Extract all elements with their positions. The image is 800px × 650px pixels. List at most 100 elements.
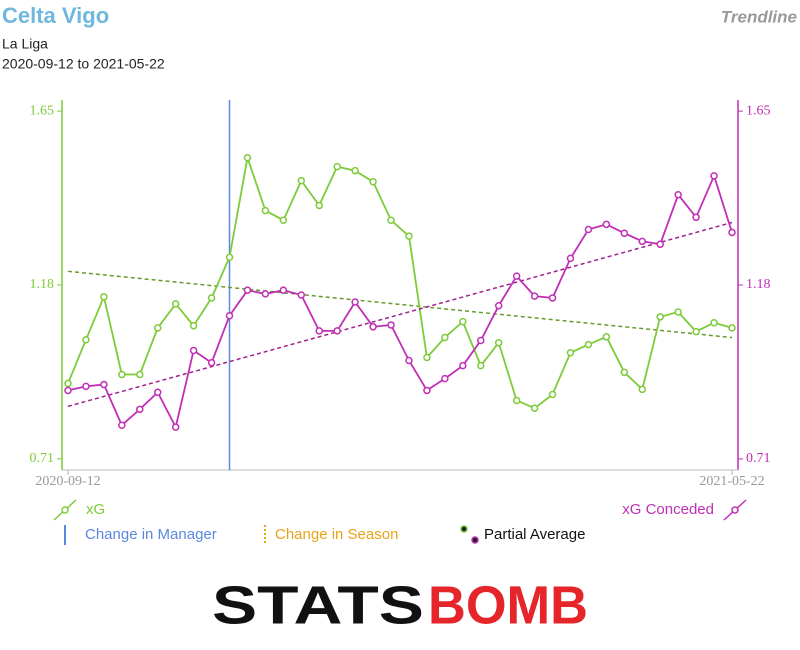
data-point [171, 300, 180, 308]
data-point [387, 216, 395, 224]
data-point [261, 206, 270, 215]
logo-text: BOMB [428, 575, 588, 635]
data-point [710, 172, 718, 180]
data-point [566, 254, 575, 263]
data-point [566, 348, 575, 357]
legend-label: Change in Manager [85, 526, 217, 543]
data-point [315, 327, 323, 335]
data-point [351, 298, 359, 306]
data-point [441, 333, 449, 342]
data-point [674, 190, 682, 199]
data-point [423, 386, 431, 395]
data-point [189, 346, 198, 355]
data-point [153, 324, 162, 332]
data-point [100, 380, 108, 389]
data-point [297, 291, 306, 299]
data-point [369, 178, 377, 186]
x-tick-label: 2020-09-12 [35, 474, 100, 489]
legend-label: Change in Season [275, 526, 398, 543]
mode-label: Trendline [721, 7, 797, 26]
data-point [279, 216, 288, 224]
data-point [548, 390, 557, 399]
data-point [602, 220, 611, 229]
trendline [67, 221, 733, 408]
legend-label: xG Conceded [622, 501, 714, 518]
legend-icon [731, 506, 739, 514]
data-point [82, 336, 90, 344]
data-point [171, 423, 180, 431]
legend-label: Partial Average [484, 526, 585, 543]
subtitle: La Liga [2, 36, 48, 52]
data-point [710, 318, 718, 327]
data-point [728, 228, 736, 237]
date-range: 2020-09-12 to 2021-05-22 [2, 56, 165, 72]
data-point [512, 272, 521, 280]
data-point [674, 308, 682, 316]
data-point [459, 361, 467, 370]
legend-icon [471, 536, 479, 544]
data-point [315, 201, 323, 210]
data-point [261, 290, 270, 298]
data-point [64, 379, 72, 388]
legend-icon [61, 506, 69, 514]
data-point [351, 166, 359, 175]
data-point [243, 286, 252, 294]
data-point [136, 405, 144, 414]
data-point [118, 370, 126, 379]
data-point [692, 213, 700, 222]
y2-tick-label: 1.65 [746, 103, 771, 118]
series-line [67, 173, 733, 430]
y2-tick-label: 0.71 [746, 451, 771, 466]
data-point [584, 340, 593, 349]
data-point [207, 294, 216, 302]
y-tick-label: 1.65 [30, 103, 55, 118]
data-point [405, 232, 413, 240]
data-point [584, 225, 593, 234]
data-point [423, 353, 431, 362]
data-point [441, 374, 449, 383]
data-point [333, 327, 341, 335]
data-point [512, 396, 521, 405]
data-point [82, 382, 90, 391]
data-point [118, 421, 126, 429]
data-point [638, 385, 647, 394]
data-point [530, 292, 539, 300]
chart-title: Celta Vigo [2, 3, 109, 28]
data-point [297, 176, 306, 185]
logo-text: STATS [212, 575, 424, 635]
data-point [153, 388, 162, 397]
data-point [405, 356, 413, 365]
data-point [620, 229, 629, 237]
data-point [279, 286, 288, 294]
data-point [136, 370, 144, 379]
data-point [207, 358, 216, 367]
y-tick-label: 0.71 [30, 451, 55, 466]
data-point [243, 153, 252, 162]
data-point [369, 323, 377, 331]
data-point [494, 301, 503, 310]
data-point [477, 361, 485, 370]
data-point [656, 313, 664, 321]
trendline [67, 270, 733, 339]
data-point [333, 162, 341, 171]
y-tick-label: 1.18 [30, 277, 55, 292]
data-point [656, 240, 664, 249]
data-point [387, 321, 395, 329]
data-point [494, 338, 503, 347]
y2-tick-label: 1.18 [746, 277, 771, 292]
data-point [100, 293, 108, 301]
data-point [189, 321, 198, 330]
x-tick-label: 2021-05-22 [699, 474, 764, 489]
series-line [67, 157, 733, 410]
legend-icon [460, 525, 468, 533]
data-point [728, 324, 736, 332]
data-point [64, 386, 72, 395]
data-point [530, 404, 539, 412]
data-point [620, 368, 629, 377]
data-point [602, 333, 611, 341]
data-point [692, 327, 700, 336]
data-point [225, 311, 234, 320]
legend-label: xG [86, 501, 105, 518]
data-point [477, 336, 485, 345]
